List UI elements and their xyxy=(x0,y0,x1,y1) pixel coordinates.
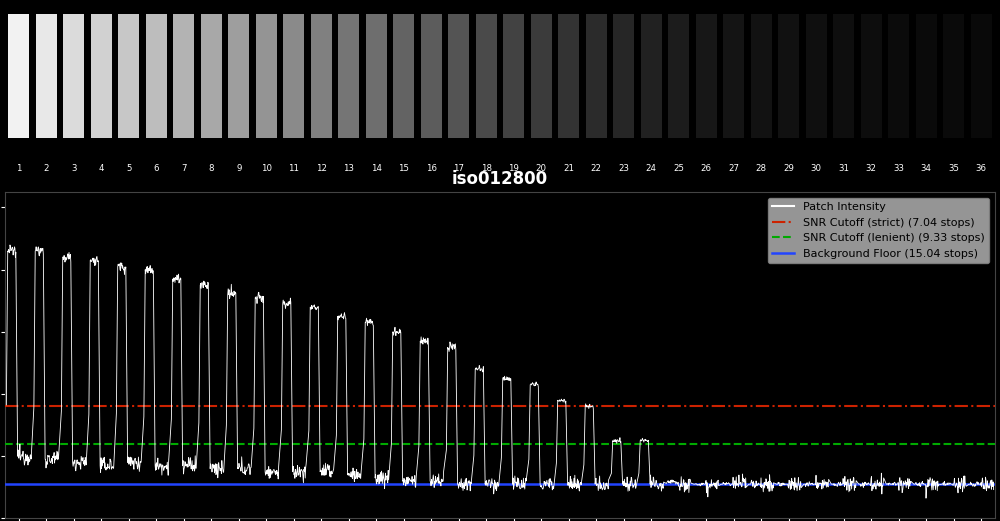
Bar xyxy=(888,15,909,138)
Text: 33: 33 xyxy=(893,164,904,173)
Text: 36: 36 xyxy=(976,164,987,173)
Legend: Patch Intensity, SNR Cutoff (strict) (7.04 stops), SNR Cutoff (lenient) (9.33 st: Patch Intensity, SNR Cutoff (strict) (7.… xyxy=(768,197,989,263)
Text: 21: 21 xyxy=(563,164,574,173)
Bar xyxy=(421,15,442,138)
Bar xyxy=(751,15,772,138)
Bar xyxy=(613,15,634,138)
Bar xyxy=(283,15,304,138)
Bar xyxy=(366,15,387,138)
Bar xyxy=(8,15,29,138)
Bar xyxy=(531,15,552,138)
Bar xyxy=(558,15,579,138)
Title: iso012800: iso012800 xyxy=(452,170,548,188)
Text: 24: 24 xyxy=(646,164,657,173)
Bar xyxy=(228,15,249,138)
Text: 8: 8 xyxy=(208,164,214,173)
Text: 34: 34 xyxy=(921,164,932,173)
Text: 1: 1 xyxy=(16,164,22,173)
Text: 11: 11 xyxy=(288,164,299,173)
Text: 10: 10 xyxy=(261,164,272,173)
Text: 32: 32 xyxy=(866,164,877,173)
Bar xyxy=(723,15,744,138)
Text: 16: 16 xyxy=(426,164,437,173)
Bar xyxy=(668,15,689,138)
Text: 35: 35 xyxy=(948,164,959,173)
Text: 3: 3 xyxy=(71,164,76,173)
Text: 15: 15 xyxy=(398,164,409,173)
Text: 12: 12 xyxy=(316,164,327,173)
Text: 14: 14 xyxy=(371,164,382,173)
Bar xyxy=(503,15,524,138)
Text: 31: 31 xyxy=(838,164,849,173)
Text: 18: 18 xyxy=(481,164,492,173)
Bar xyxy=(971,15,992,138)
Bar xyxy=(943,15,964,138)
Text: 4: 4 xyxy=(98,164,104,173)
Text: 29: 29 xyxy=(783,164,794,173)
Bar xyxy=(393,15,414,138)
Text: 25: 25 xyxy=(673,164,684,173)
Bar xyxy=(201,15,222,138)
Bar xyxy=(338,15,359,138)
Bar xyxy=(833,15,854,138)
Bar xyxy=(448,15,469,138)
Text: 17: 17 xyxy=(453,164,464,173)
Bar xyxy=(311,15,332,138)
Bar xyxy=(256,15,277,138)
Text: 30: 30 xyxy=(811,164,822,173)
Bar xyxy=(778,15,799,138)
Bar xyxy=(806,15,827,138)
Bar xyxy=(91,15,112,138)
Bar xyxy=(146,15,167,138)
Text: 13: 13 xyxy=(343,164,354,173)
Text: 23: 23 xyxy=(618,164,629,173)
Bar xyxy=(861,15,882,138)
Bar xyxy=(641,15,662,138)
Text: 6: 6 xyxy=(154,164,159,173)
Text: 27: 27 xyxy=(728,164,739,173)
Text: 28: 28 xyxy=(756,164,767,173)
Text: 20: 20 xyxy=(536,164,547,173)
Text: 5: 5 xyxy=(126,164,132,173)
Bar xyxy=(586,15,607,138)
Bar xyxy=(173,15,194,138)
Text: 22: 22 xyxy=(591,164,602,173)
Text: 7: 7 xyxy=(181,164,186,173)
Text: 9: 9 xyxy=(236,164,241,173)
Text: 19: 19 xyxy=(508,164,519,173)
Bar xyxy=(118,15,139,138)
Bar xyxy=(696,15,717,138)
Text: 26: 26 xyxy=(701,164,712,173)
Bar xyxy=(63,15,84,138)
Bar xyxy=(916,15,937,138)
Bar xyxy=(36,15,57,138)
Bar xyxy=(476,15,497,138)
Text: 2: 2 xyxy=(44,164,49,173)
